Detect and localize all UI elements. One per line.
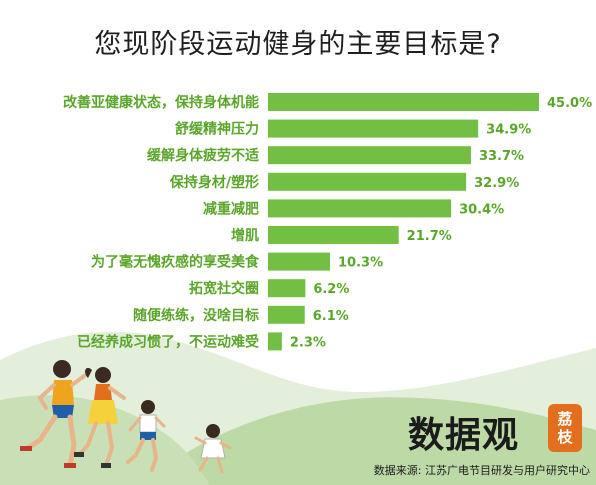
- runner-mother: [74, 367, 126, 468]
- category-label-9: 已经养成习惯了，不运动难受: [77, 333, 259, 350]
- brand-logo: 数据观 荔 枝: [408, 404, 588, 460]
- category-label-6: 为了毫无愧疚感的享受美食: [91, 254, 260, 271]
- bar-7: [268, 279, 306, 298]
- category-label-0: 改善亚健康状态，保持身体机能: [63, 94, 259, 111]
- category-label-5: 增肌: [231, 227, 259, 244]
- runner-father: [20, 360, 86, 468]
- category-label-3: 保持身材/塑形: [169, 174, 259, 191]
- bar-0: [268, 93, 539, 111]
- bar-3: [268, 172, 467, 191]
- bar-2: [268, 146, 471, 165]
- value-label-1: 34.9%: [486, 123, 531, 138]
- value-label-7: 6.2%: [313, 282, 349, 297]
- bar-4: [268, 199, 452, 218]
- logo-seal-icon: 荔 枝: [548, 404, 582, 452]
- category-label-7: 拓宽社交圈: [189, 280, 259, 297]
- family-running-icon: [20, 360, 232, 474]
- chart-title: 您现阶段运动健身的主要目标是?: [94, 29, 502, 60]
- value-label-2: 33.7%: [479, 149, 524, 164]
- bar-1: [268, 119, 479, 138]
- bar-9: [268, 332, 282, 351]
- value-label-4: 30.4%: [459, 202, 504, 217]
- value-label-3: 32.9%: [474, 176, 519, 191]
- category-label-2: 缓解身体疲劳不适: [147, 147, 259, 164]
- runner-girl: [194, 424, 232, 474]
- seal-char-1: 荔: [557, 410, 573, 428]
- bar-6: [268, 252, 331, 271]
- runner-boy: [126, 400, 166, 472]
- category-label-1: 舒缓精神压力: [175, 121, 259, 138]
- value-label-5: 21.7%: [407, 229, 452, 244]
- value-label-6: 10.3%: [338, 256, 383, 271]
- bar-5: [268, 226, 399, 244]
- data-source: 数据来源: 江苏广电节目研发与用户研究中心: [373, 464, 590, 477]
- category-label-8: 随便练练，没啥目标: [133, 307, 259, 324]
- category-label-4: 减重减肥: [203, 200, 259, 217]
- bar-8: [268, 305, 305, 324]
- value-label-9: 2.3%: [290, 335, 326, 350]
- front-hill: [140, 397, 596, 485]
- value-label-0: 45.0%: [547, 96, 592, 111]
- logo-text: 数据观: [408, 414, 520, 456]
- value-label-8: 6.1%: [313, 309, 349, 324]
- seal-char-2: 枝: [557, 428, 573, 446]
